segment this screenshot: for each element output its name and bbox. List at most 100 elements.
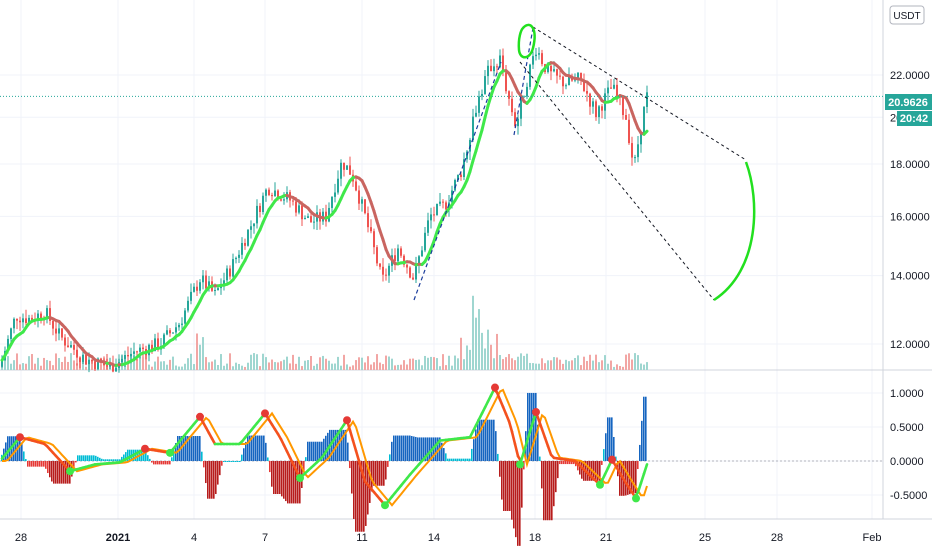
osc-histogram-bar [155,461,157,465]
osc-histogram-bar [271,461,273,487]
osc-histogram-bar [441,442,443,461]
volume-bar [610,360,612,370]
volume-bar [535,363,537,370]
osc-cross-marker [16,433,24,442]
osc-histogram-bar [255,435,257,461]
candle-body [583,79,585,92]
candle-body [130,353,132,357]
volume-bar [322,355,324,370]
volume-bar [622,366,624,370]
osc-histogram-bar [171,457,173,461]
currency-badge[interactable]: USDT [889,5,925,25]
candle-body [280,199,282,201]
osc-histogram-bar [145,451,147,461]
osc-histogram-bar [387,461,389,467]
osc-histogram-bar [223,461,225,462]
osc-histogram-bar [163,461,165,465]
candle-body [85,354,87,365]
trend-drawings[interactable] [413,23,756,302]
candle-body [292,200,294,202]
oscillator-axis[interactable]: 1.0000 0.5000 0.0000 -0.5000 [890,388,927,502]
hand-drawn-curve[interactable] [713,161,756,302]
volume-bar [646,362,648,370]
osc-histogram-bar [129,449,131,461]
candle-body [580,72,582,80]
osc-fast-segment [543,436,550,448]
ma-segment [471,149,478,163]
volume-bar [7,356,9,370]
volume-bar [478,309,480,370]
volume-bar [538,363,540,370]
osc-histogram-bar [311,441,313,461]
volume-bar [568,361,570,370]
osc-histogram-bar [511,461,513,520]
time-tick-label: 7 [262,532,268,544]
osc-fast-segment [636,481,643,494]
candle-body [412,277,414,280]
osc-histogram-bar [267,457,269,461]
candle-body [22,318,24,323]
candle-body [274,190,276,197]
osc-histogram-bar [451,458,453,461]
osc-histogram-bar [541,461,543,489]
osc-cross-marker [381,501,389,510]
volume-bar [283,359,285,370]
osc-histogram-bar [229,461,231,462]
candle-body [592,101,594,107]
candle-body [124,355,126,359]
osc-histogram-bar [425,437,427,461]
hand-drawn-circle[interactable] [517,23,536,59]
osc-histogram-bar [481,419,483,461]
time-axis[interactable]: 28 2021 4 7 11 14 18 21 25 28 Feb [15,532,882,544]
osc-histogram-bar [633,461,635,494]
osc-histogram-bar [353,461,355,519]
osc-histogram-bar [609,417,611,461]
candle-body [643,106,645,134]
candle-body [409,267,411,278]
candle-body [49,308,51,321]
osc-histogram-bar [501,461,503,500]
candle-body [349,165,351,175]
osc-histogram-bar [435,437,437,461]
candle-body [175,327,177,333]
volume-bar [553,357,555,370]
candle-body [553,69,555,72]
volume-bar [193,364,195,370]
candle-body [76,349,78,358]
osc-histogram-bar [485,419,487,461]
candle-body [523,96,525,98]
osc-histogram-bar [579,461,581,475]
volume-bar [16,353,18,370]
osc-histogram-bar [149,458,151,461]
osc-histogram-bar [189,436,191,461]
osc-histogram-bar [473,439,475,461]
rally-line-1[interactable] [413,61,502,301]
volume-bar [301,366,303,370]
volume-bar [469,349,471,370]
osc-fast-segment [537,419,544,431]
osc-histogram-bar [291,461,293,504]
volume-bar [64,356,66,370]
osc-histogram-bar [453,458,455,461]
candle-body [481,93,483,97]
volume-bar [277,362,279,370]
candle-body [433,214,435,216]
candle-body [196,286,198,291]
volume-bar [316,363,318,370]
osc-histogram-bar [553,461,555,507]
time-tick-label: 2021 [106,532,130,544]
osc-histogram-bar [199,436,201,461]
osc-histogram-bar [611,417,613,461]
volume-bar [205,357,207,370]
candle-body [244,242,246,246]
osc-histogram-bar [201,451,203,461]
candle-body [586,91,588,94]
volume-bar [532,363,534,370]
volume-bar [517,356,519,370]
volume-bar [43,357,45,370]
volume-bar [169,359,171,370]
candle-body [529,64,531,87]
volume-bar [160,361,162,370]
candle-body [337,178,339,193]
